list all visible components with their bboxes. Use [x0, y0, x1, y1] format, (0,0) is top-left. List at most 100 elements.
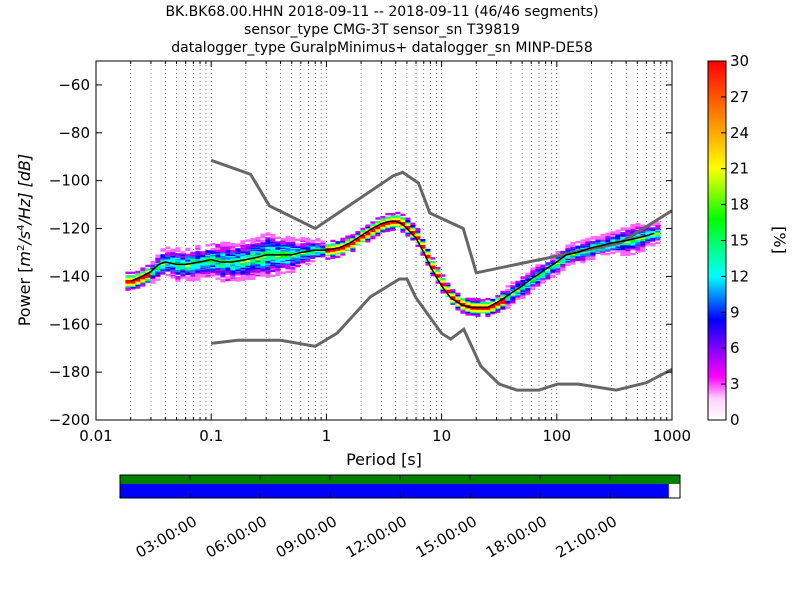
- nhnm-curve: [210, 158, 672, 275]
- histogram-cell: [140, 267, 146, 270]
- histogram-cell: [375, 220, 381, 224]
- time-tick-label: 06:00:00: [203, 512, 270, 561]
- histogram-cell: [655, 224, 661, 228]
- histogram-cell: [305, 240, 311, 243]
- histogram-cell: [220, 241, 226, 245]
- histogram-cell: [460, 310, 466, 313]
- histogram-cell: [275, 268, 281, 272]
- histogram-cell: [505, 306, 511, 310]
- histogram-cell: [215, 277, 221, 280]
- colorbar-tick-label: 12: [730, 267, 749, 285]
- histogram-cell: [160, 254, 166, 257]
- histogram-cell: [290, 239, 296, 242]
- plot-background: [96, 61, 672, 420]
- histogram-cell: [485, 297, 491, 301]
- histogram-cell: [605, 252, 611, 256]
- histogram-cell: [195, 273, 201, 276]
- histogram-cell: [655, 241, 661, 245]
- histogram-cell: [480, 301, 486, 304]
- histogram-cell: [485, 301, 491, 304]
- histogram-cell: [200, 251, 206, 254]
- histogram-cell: [480, 299, 486, 302]
- x-axis-ticks: 0.01 0.1 1 10 100 1000: [79, 61, 691, 445]
- histogram-cell: [340, 253, 346, 256]
- histogram-cell: [605, 237, 611, 240]
- x-tick-label: 1000: [653, 427, 691, 445]
- histogram-cell: [150, 281, 156, 284]
- histogram-cell: [595, 236, 601, 239]
- histogram-cell: [410, 225, 416, 228]
- time-tick-label: 03:00:00: [133, 512, 200, 561]
- histogram-cell: [205, 244, 211, 247]
- histogram-cell: [625, 252, 631, 255]
- histogram-cell: [385, 216, 391, 219]
- histogram-cell: [420, 239, 426, 242]
- histogram-cell: [295, 264, 301, 268]
- histogram-cell: [630, 224, 636, 227]
- x-tick-label: 1: [322, 427, 332, 445]
- histogram-cell: [295, 238, 301, 241]
- histogram-cell: [275, 241, 281, 244]
- histogram-cell: [200, 273, 206, 277]
- histogram-cell: [240, 240, 246, 243]
- histogram-cell: [500, 306, 506, 309]
- histogram-cell: [270, 236, 276, 239]
- histogram-cell: [495, 294, 501, 298]
- histogram-cell: [135, 273, 141, 276]
- histogram-cell: [125, 271, 131, 275]
- histogram-cell: [305, 242, 311, 245]
- time-tick-label: 12:00:00: [343, 512, 410, 561]
- histogram-cell: [515, 297, 521, 300]
- histogram-cell: [145, 264, 151, 268]
- y-tick-label: −180: [49, 363, 90, 381]
- histogram-cell: [630, 230, 636, 233]
- histogram-cell: [600, 233, 606, 237]
- histogram-cell: [395, 211, 401, 215]
- histogram-cell: [145, 268, 151, 271]
- histogram-cell: [645, 227, 651, 231]
- nlnm-curve: [211, 277, 672, 392]
- histogram-cell: [610, 251, 616, 255]
- histogram-cell: [390, 215, 396, 218]
- histogram-cell: [430, 257, 436, 260]
- histogram-cell: [225, 246, 231, 249]
- histogram-cell: [255, 236, 261, 240]
- histogram-cell: [395, 215, 401, 218]
- x-tick-label: 10: [432, 427, 451, 445]
- histogram-cell: [245, 246, 251, 249]
- histogram-cell: [360, 227, 366, 231]
- histogram-cell: [400, 213, 406, 217]
- histogram-cell: [135, 286, 141, 289]
- histogram-cell: [590, 236, 596, 239]
- histogram-cell: [305, 262, 311, 266]
- histogram-cell: [345, 235, 351, 238]
- histogram-cell: [550, 274, 556, 277]
- x-axis-label: Period [s]: [346, 450, 422, 469]
- histogram-cell: [215, 272, 221, 276]
- histogram-cell: [570, 246, 576, 250]
- x-tick-label: 0.1: [199, 427, 223, 445]
- colorbar-tick-label: 24: [730, 124, 749, 142]
- histogram-cell: [250, 238, 256, 241]
- histogram-cell: [240, 247, 246, 250]
- histogram-cell: [510, 281, 516, 284]
- y-tick-label: −140: [49, 267, 90, 285]
- histogram-cell: [285, 241, 291, 245]
- histogram-cell: [435, 266, 441, 270]
- histogram-cell: [340, 237, 346, 241]
- histogram-cell: [155, 278, 161, 281]
- histogram-cell: [235, 248, 241, 251]
- histogram-cell: [635, 222, 641, 226]
- y-tick-label: −160: [49, 315, 90, 333]
- histogram-cell: [175, 253, 181, 256]
- histogram-cell: [140, 282, 146, 286]
- histogram-cell: [190, 251, 196, 255]
- histogram-cell: [535, 283, 541, 286]
- colorbar: 0 3 6 9 12 15 18 21 24 27 30 [%]: [707, 52, 789, 429]
- histogram-cell: [575, 240, 581, 244]
- histogram-cell: [130, 275, 136, 278]
- histogram-cell: [360, 230, 366, 233]
- histogram-cell: [600, 236, 606, 239]
- histogram-cell: [230, 247, 236, 251]
